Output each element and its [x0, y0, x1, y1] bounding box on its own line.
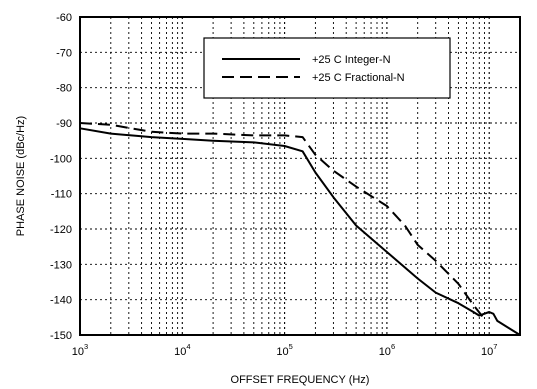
x-axis-title: OFFSET FREQUENCY (Hz): [231, 374, 370, 386]
legend-label-fractional-n: +25 C Fractional-N: [312, 72, 405, 84]
y-tick-label: -90: [56, 118, 72, 130]
y-tick-label: -70: [56, 47, 72, 59]
x-tick-label: 106: [379, 342, 395, 358]
series-line-fractional-n: [79, 122, 486, 320]
legend-box: [203, 37, 451, 99]
y-tick-label: -150: [50, 330, 72, 342]
y-tick-label: -100: [50, 153, 72, 165]
legend-label-integer-n: +25 C Integer-N: [312, 54, 391, 66]
series-line-integer-n: [79, 127, 521, 336]
plot-frame: [79, 16, 521, 336]
x-tick-label: 105: [276, 342, 292, 358]
x-tick-label: 104: [174, 342, 190, 358]
plot-series: [79, 122, 521, 336]
y-tick-label: -120: [50, 224, 72, 236]
y-tick-label: -140: [50, 295, 72, 307]
y-axis-title: PHASE NOISE (dBc/Hz): [15, 116, 27, 236]
y-tick-label: -110: [51, 189, 72, 201]
legend: +25 C Integer-N +25 C Fractional-N: [203, 37, 451, 99]
x-tick-label: 107: [481, 342, 497, 358]
y-tick-label: -60: [56, 12, 72, 24]
y-tick-label: -130: [50, 259, 72, 271]
y-tick-label: -80: [56, 83, 72, 95]
x-tick-label: 103: [72, 342, 88, 358]
